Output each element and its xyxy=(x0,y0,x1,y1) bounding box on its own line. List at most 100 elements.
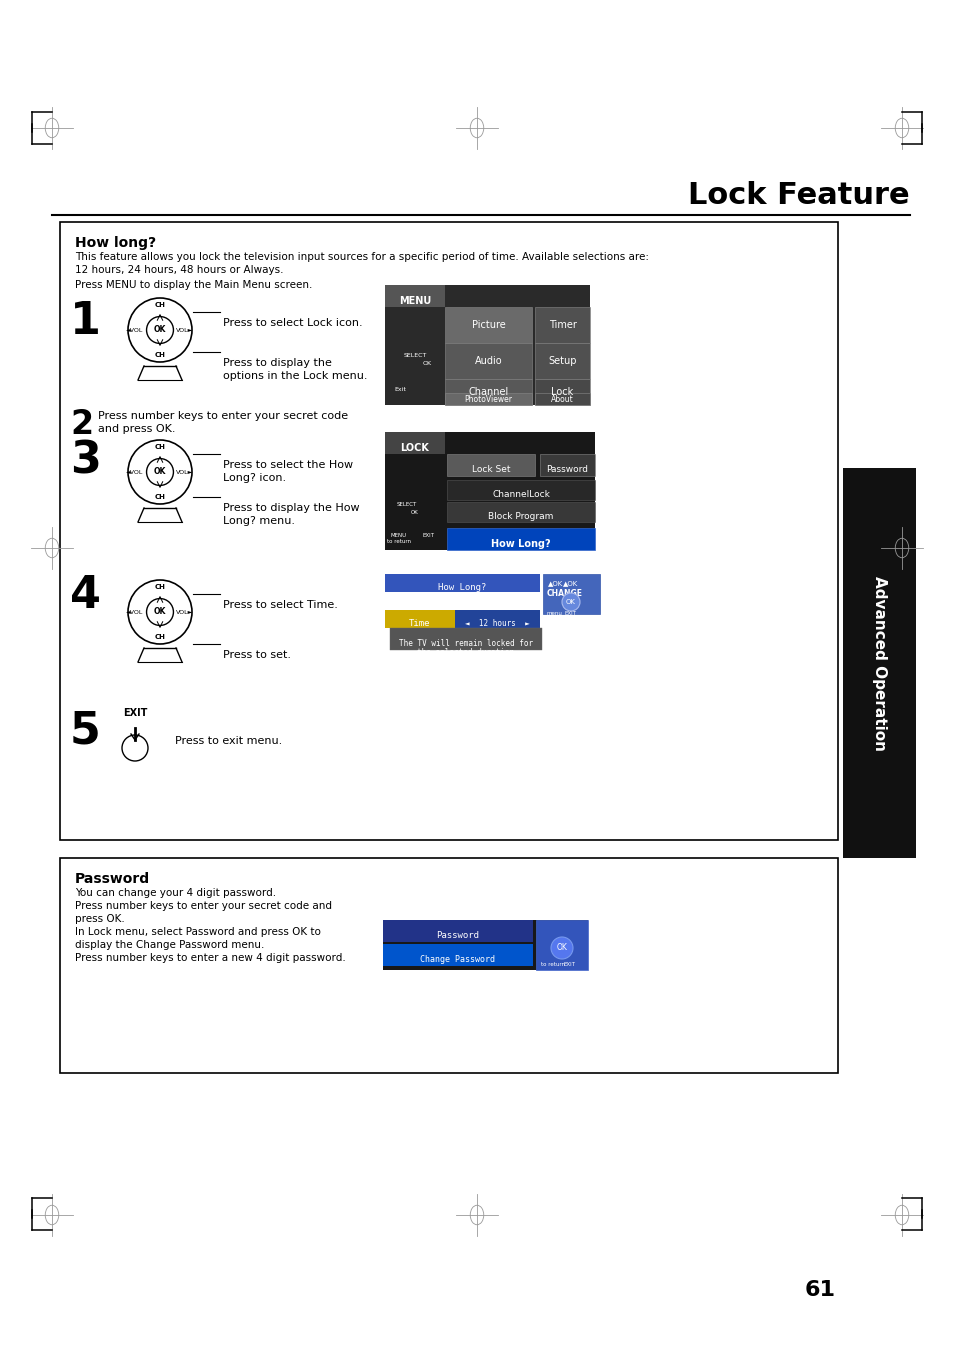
Text: press OK.: press OK. xyxy=(75,915,125,924)
FancyBboxPatch shape xyxy=(444,380,532,405)
Text: EXIT: EXIT xyxy=(563,962,576,967)
Text: Long? icon.: Long? icon. xyxy=(223,473,286,484)
Text: ChannelLock: ChannelLock xyxy=(492,490,549,499)
Text: Press to display the: Press to display the xyxy=(223,358,332,367)
FancyBboxPatch shape xyxy=(385,574,539,592)
FancyBboxPatch shape xyxy=(444,307,532,343)
Circle shape xyxy=(128,299,192,362)
Text: How Long?: How Long? xyxy=(437,584,486,592)
Text: VOL►: VOL► xyxy=(176,609,193,615)
Text: OK: OK xyxy=(565,598,576,605)
FancyBboxPatch shape xyxy=(535,380,589,405)
Text: MENU: MENU xyxy=(398,296,431,305)
Text: EXIT: EXIT xyxy=(422,534,435,538)
FancyBboxPatch shape xyxy=(382,920,587,970)
Text: and press OK.: and press OK. xyxy=(98,424,175,434)
Text: Press to display the How: Press to display the How xyxy=(223,503,359,513)
Text: ▲OK: ▲OK xyxy=(563,580,578,586)
Text: 4: 4 xyxy=(70,574,101,617)
Text: Time: Time xyxy=(409,619,431,628)
Text: to return: to return xyxy=(387,539,411,544)
Text: About: About xyxy=(551,394,574,404)
Text: Setup: Setup xyxy=(548,357,577,366)
FancyBboxPatch shape xyxy=(444,393,532,405)
Text: Exit: Exit xyxy=(394,386,406,392)
Text: options in the Lock menu.: options in the Lock menu. xyxy=(223,372,367,381)
Text: CHANGE: CHANGE xyxy=(546,589,582,598)
FancyBboxPatch shape xyxy=(447,503,595,521)
Text: Press to set.: Press to set. xyxy=(223,650,291,661)
Text: OK: OK xyxy=(556,943,567,952)
FancyBboxPatch shape xyxy=(447,480,595,500)
FancyBboxPatch shape xyxy=(535,307,589,343)
Text: 1: 1 xyxy=(70,300,101,343)
Text: Press MENU to display the Main Menu screen.: Press MENU to display the Main Menu scre… xyxy=(75,280,312,290)
Text: 12 hours, 24 hours, 48 hours or Always.: 12 hours, 24 hours, 48 hours or Always. xyxy=(75,265,283,276)
Text: the selected duration: the selected duration xyxy=(417,648,514,657)
Text: Password: Password xyxy=(436,931,479,940)
Text: CH: CH xyxy=(154,584,165,590)
Text: Press to select the How: Press to select the How xyxy=(223,459,353,470)
Text: ◄  12 hours  ►: ◄ 12 hours ► xyxy=(464,619,529,628)
Text: VOL►: VOL► xyxy=(176,470,193,474)
FancyBboxPatch shape xyxy=(455,611,539,628)
FancyBboxPatch shape xyxy=(447,454,535,476)
Text: Press to select Time.: Press to select Time. xyxy=(223,600,337,611)
Text: to return: to return xyxy=(540,962,564,967)
Text: Advanced Operation: Advanced Operation xyxy=(871,576,886,751)
Text: LOCK: LOCK xyxy=(400,443,429,453)
Text: ▲OK: ▲OK xyxy=(547,580,562,586)
Text: Picture: Picture xyxy=(471,320,505,330)
Text: In Lock menu, select Password and press OK to: In Lock menu, select Password and press … xyxy=(75,927,320,938)
Text: CH: CH xyxy=(154,494,165,500)
FancyBboxPatch shape xyxy=(385,611,455,628)
FancyBboxPatch shape xyxy=(382,920,533,942)
FancyBboxPatch shape xyxy=(539,454,595,476)
Text: OK: OK xyxy=(153,326,166,335)
Text: How long?: How long? xyxy=(75,236,156,250)
FancyBboxPatch shape xyxy=(444,343,532,380)
Text: Password: Password xyxy=(545,465,587,474)
Text: ◄VOL: ◄VOL xyxy=(126,327,144,332)
Text: VOL►: VOL► xyxy=(176,327,193,332)
Text: Press to exit menu.: Press to exit menu. xyxy=(174,736,282,746)
Text: Timer: Timer xyxy=(548,320,576,330)
FancyBboxPatch shape xyxy=(385,432,595,550)
Text: SELECT: SELECT xyxy=(396,503,416,507)
Text: ◄VOL: ◄VOL xyxy=(126,609,144,615)
FancyBboxPatch shape xyxy=(385,432,444,454)
Text: This feature allows you lock the television input sources for a specific period : This feature allows you lock the televis… xyxy=(75,253,648,262)
Text: Lock Feature: Lock Feature xyxy=(688,181,909,209)
Text: Password: Password xyxy=(75,871,150,886)
Text: display the Change Password menu.: display the Change Password menu. xyxy=(75,940,264,950)
Circle shape xyxy=(122,735,148,761)
Text: EXIT: EXIT xyxy=(123,708,147,717)
Text: Block Program: Block Program xyxy=(488,512,553,521)
Text: 3: 3 xyxy=(70,440,101,484)
Circle shape xyxy=(551,938,573,959)
Circle shape xyxy=(147,458,173,485)
FancyBboxPatch shape xyxy=(382,944,533,966)
Text: 5: 5 xyxy=(70,711,101,753)
Text: SELECT: SELECT xyxy=(403,353,426,358)
Text: Press number keys to enter a new 4 digit password.: Press number keys to enter a new 4 digit… xyxy=(75,952,345,963)
Text: Long? menu.: Long? menu. xyxy=(223,516,294,526)
Text: MENU: MENU xyxy=(391,534,407,538)
FancyBboxPatch shape xyxy=(60,222,837,840)
Text: CH: CH xyxy=(154,444,165,450)
FancyBboxPatch shape xyxy=(542,574,599,613)
Text: menu: menu xyxy=(546,611,562,616)
Text: PhotoViewer: PhotoViewer xyxy=(464,394,512,404)
FancyBboxPatch shape xyxy=(842,467,915,858)
Text: 61: 61 xyxy=(803,1279,835,1300)
Text: to return: to return xyxy=(546,615,571,620)
Text: EXIT: EXIT xyxy=(564,611,577,616)
FancyBboxPatch shape xyxy=(447,528,595,550)
Text: Change Password: Change Password xyxy=(420,955,495,965)
Circle shape xyxy=(147,316,173,343)
Text: How Long?: How Long? xyxy=(491,539,550,549)
Text: OK: OK xyxy=(153,467,166,477)
Text: Audio: Audio xyxy=(475,357,502,366)
FancyBboxPatch shape xyxy=(385,285,444,307)
FancyBboxPatch shape xyxy=(535,343,589,380)
